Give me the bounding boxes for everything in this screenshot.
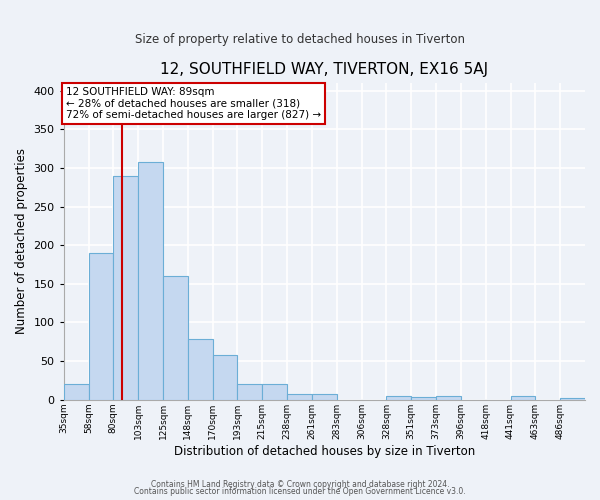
Bar: [287, 394, 312, 400]
Text: Contains public sector information licensed under the Open Government Licence v3: Contains public sector information licen…: [134, 487, 466, 496]
Bar: [212, 355, 238, 400]
Bar: [64, 384, 89, 400]
Text: Size of property relative to detached houses in Tiverton: Size of property relative to detached ho…: [135, 32, 465, 46]
Bar: [312, 394, 337, 400]
Title: 12, SOUTHFIELD WAY, TIVERTON, EX16 5AJ: 12, SOUTHFIELD WAY, TIVERTON, EX16 5AJ: [160, 62, 488, 78]
Bar: [238, 384, 262, 400]
Bar: [113, 176, 138, 400]
Bar: [411, 398, 436, 400]
Text: 12 SOUTHFIELD WAY: 89sqm
← 28% of detached houses are smaller (318)
72% of semi-: 12 SOUTHFIELD WAY: 89sqm ← 28% of detach…: [66, 86, 321, 120]
X-axis label: Distribution of detached houses by size in Tiverton: Distribution of detached houses by size …: [174, 444, 475, 458]
Bar: [188, 340, 212, 400]
Bar: [163, 276, 188, 400]
Bar: [511, 396, 535, 400]
Bar: [386, 396, 411, 400]
Bar: [560, 398, 585, 400]
Y-axis label: Number of detached properties: Number of detached properties: [15, 148, 28, 334]
Bar: [89, 253, 113, 400]
Text: Contains HM Land Registry data © Crown copyright and database right 2024.: Contains HM Land Registry data © Crown c…: [151, 480, 449, 489]
Bar: [138, 162, 163, 400]
Bar: [436, 396, 461, 400]
Bar: [262, 384, 287, 400]
